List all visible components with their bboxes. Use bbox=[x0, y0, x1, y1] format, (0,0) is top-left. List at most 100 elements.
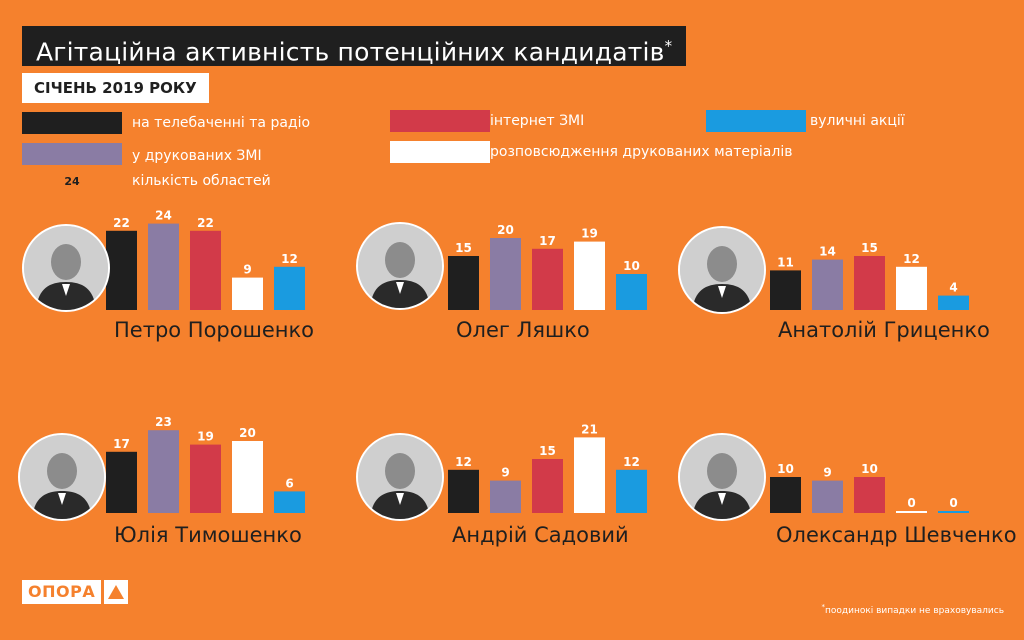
bar-chart: 22 24 22 9 12 bbox=[106, 209, 305, 310]
bar bbox=[190, 444, 221, 513]
bar bbox=[106, 451, 137, 513]
bar-chart: 10 9 10 0 0 bbox=[770, 462, 969, 513]
bar bbox=[448, 469, 479, 513]
bar bbox=[232, 441, 263, 513]
bar-value-label: 11 bbox=[777, 255, 794, 269]
legend-label-internet: інтернет ЗМІ bbox=[490, 113, 585, 129]
footnote-asterisk: * bbox=[821, 603, 825, 611]
bar-value-label: 10 bbox=[623, 259, 640, 273]
bar-value-label: 14 bbox=[819, 245, 836, 259]
bar-value-label: 22 bbox=[113, 216, 130, 230]
legend-count-example: 24 bbox=[64, 175, 80, 188]
candidate-photo bbox=[678, 433, 766, 521]
bar bbox=[148, 430, 179, 513]
bar-value-label: 17 bbox=[539, 234, 556, 248]
bar bbox=[938, 295, 969, 310]
candidate-photo bbox=[18, 433, 106, 521]
bar bbox=[854, 477, 885, 513]
bar bbox=[770, 477, 801, 513]
bar-value-label: 0 bbox=[949, 496, 957, 510]
bar-chart: 11 14 15 12 4 bbox=[770, 241, 969, 310]
title-asterisk: * bbox=[664, 37, 673, 55]
legend-label-tv-radio: на телебаченні та радіо bbox=[132, 115, 311, 131]
bar bbox=[574, 241, 605, 310]
bar bbox=[532, 248, 563, 310]
bar-chart: 15 20 17 19 10 bbox=[448, 223, 647, 310]
bar-value-label: 10 bbox=[861, 462, 878, 476]
legend-swatch-print bbox=[22, 143, 122, 165]
bar-value-label: 0 bbox=[907, 496, 915, 510]
candidate-photo bbox=[356, 433, 444, 521]
candidate-name: Анатолій Гриценко bbox=[778, 318, 990, 342]
candidate-name: Андрій Садовий bbox=[452, 523, 629, 547]
bar bbox=[490, 480, 521, 513]
bar-value-label: 6 bbox=[285, 476, 293, 490]
bar bbox=[812, 259, 843, 310]
triangle-icon bbox=[104, 580, 129, 604]
bar bbox=[770, 270, 801, 310]
chart-title: Агітаційна активність потенційних кандид… bbox=[22, 26, 687, 67]
candidate-name: Юлія Тимошенко bbox=[114, 523, 302, 547]
footnote-text: поодинокі випадки не враховувались bbox=[824, 606, 1004, 616]
bar bbox=[274, 491, 305, 513]
bar-value-label: 24 bbox=[155, 209, 172, 223]
candidate-photo bbox=[678, 226, 766, 314]
bar-value-label: 23 bbox=[155, 415, 172, 429]
bar-value-label: 12 bbox=[903, 252, 920, 266]
candidate-name: Олександр Шевченко bbox=[776, 523, 1017, 547]
bar bbox=[616, 274, 647, 310]
candidate-panel: 12 9 15 21 12 Андрій Садовий bbox=[356, 422, 686, 575]
bar bbox=[448, 256, 479, 310]
bar bbox=[232, 277, 263, 310]
legend-swatch-tv-radio bbox=[22, 112, 122, 134]
bar bbox=[854, 256, 885, 310]
candidate-panel: 10 9 10 0 0 Олександр Шевченко bbox=[678, 425, 1017, 575]
bar bbox=[616, 469, 647, 513]
legend-label-print: у друкованих ЗМІ bbox=[132, 148, 262, 164]
candidate-photo bbox=[22, 224, 110, 312]
bar bbox=[190, 230, 221, 310]
bar bbox=[938, 511, 969, 513]
candidate-name: Петро Порошенко bbox=[114, 318, 315, 342]
bar-value-label: 12 bbox=[281, 252, 298, 266]
bar bbox=[490, 238, 521, 310]
bar-value-label: 17 bbox=[113, 437, 130, 451]
bar-value-label: 20 bbox=[239, 426, 256, 440]
bar-value-label: 10 bbox=[777, 462, 794, 476]
bar-value-label: 20 bbox=[497, 223, 514, 237]
bar-value-label: 15 bbox=[861, 241, 878, 255]
candidate-panel: 22 24 22 9 12 Петро Порошенко bbox=[14, 209, 344, 372]
legend-label-street: вуличні акції bbox=[810, 113, 905, 129]
bar bbox=[532, 459, 563, 513]
bar-value-label: 15 bbox=[539, 444, 556, 458]
bar-value-label: 9 bbox=[501, 466, 509, 480]
bar bbox=[896, 511, 927, 513]
bar bbox=[274, 266, 305, 310]
candidate-panel: 11 14 15 12 4 Анатолій Гриценко bbox=[678, 222, 1008, 372]
bar-value-label: 19 bbox=[581, 227, 598, 241]
bar-value-label: 22 bbox=[197, 216, 214, 230]
candidate-panel: 15 20 17 19 10 Олег Ляшко bbox=[356, 222, 686, 372]
legend-swatch-internet bbox=[390, 110, 490, 132]
bar-value-label: 12 bbox=[455, 455, 472, 469]
bar bbox=[148, 223, 179, 310]
bar-value-label: 9 bbox=[823, 466, 831, 480]
logo-text: ОПОРА bbox=[22, 580, 102, 604]
bar-chart: 12 9 15 21 12 bbox=[448, 422, 647, 513]
bar-value-label: 4 bbox=[949, 281, 957, 295]
legend-swatch-street bbox=[706, 110, 806, 132]
bar bbox=[896, 266, 927, 310]
bar bbox=[574, 437, 605, 513]
title-text: Агітаційна активність потенційних кандид… bbox=[36, 37, 665, 67]
bar-chart: 17 23 19 20 6 bbox=[106, 415, 305, 513]
bar-value-label: 12 bbox=[623, 455, 640, 469]
candidate-photo bbox=[356, 222, 444, 310]
bar bbox=[106, 230, 137, 310]
candidate-name: Олег Ляшко bbox=[456, 318, 590, 342]
bar-value-label: 21 bbox=[581, 422, 598, 436]
candidate-panel: 17 23 19 20 6 Юлія Тимошенко bbox=[14, 415, 344, 575]
chart-subtitle: СІЧЕНЬ 2019 РОКУ bbox=[22, 73, 209, 103]
legend-label-count: кількість областей bbox=[132, 173, 271, 189]
bar bbox=[812, 480, 843, 513]
footnote: *поодинокі випадки не враховувались bbox=[821, 603, 1004, 616]
